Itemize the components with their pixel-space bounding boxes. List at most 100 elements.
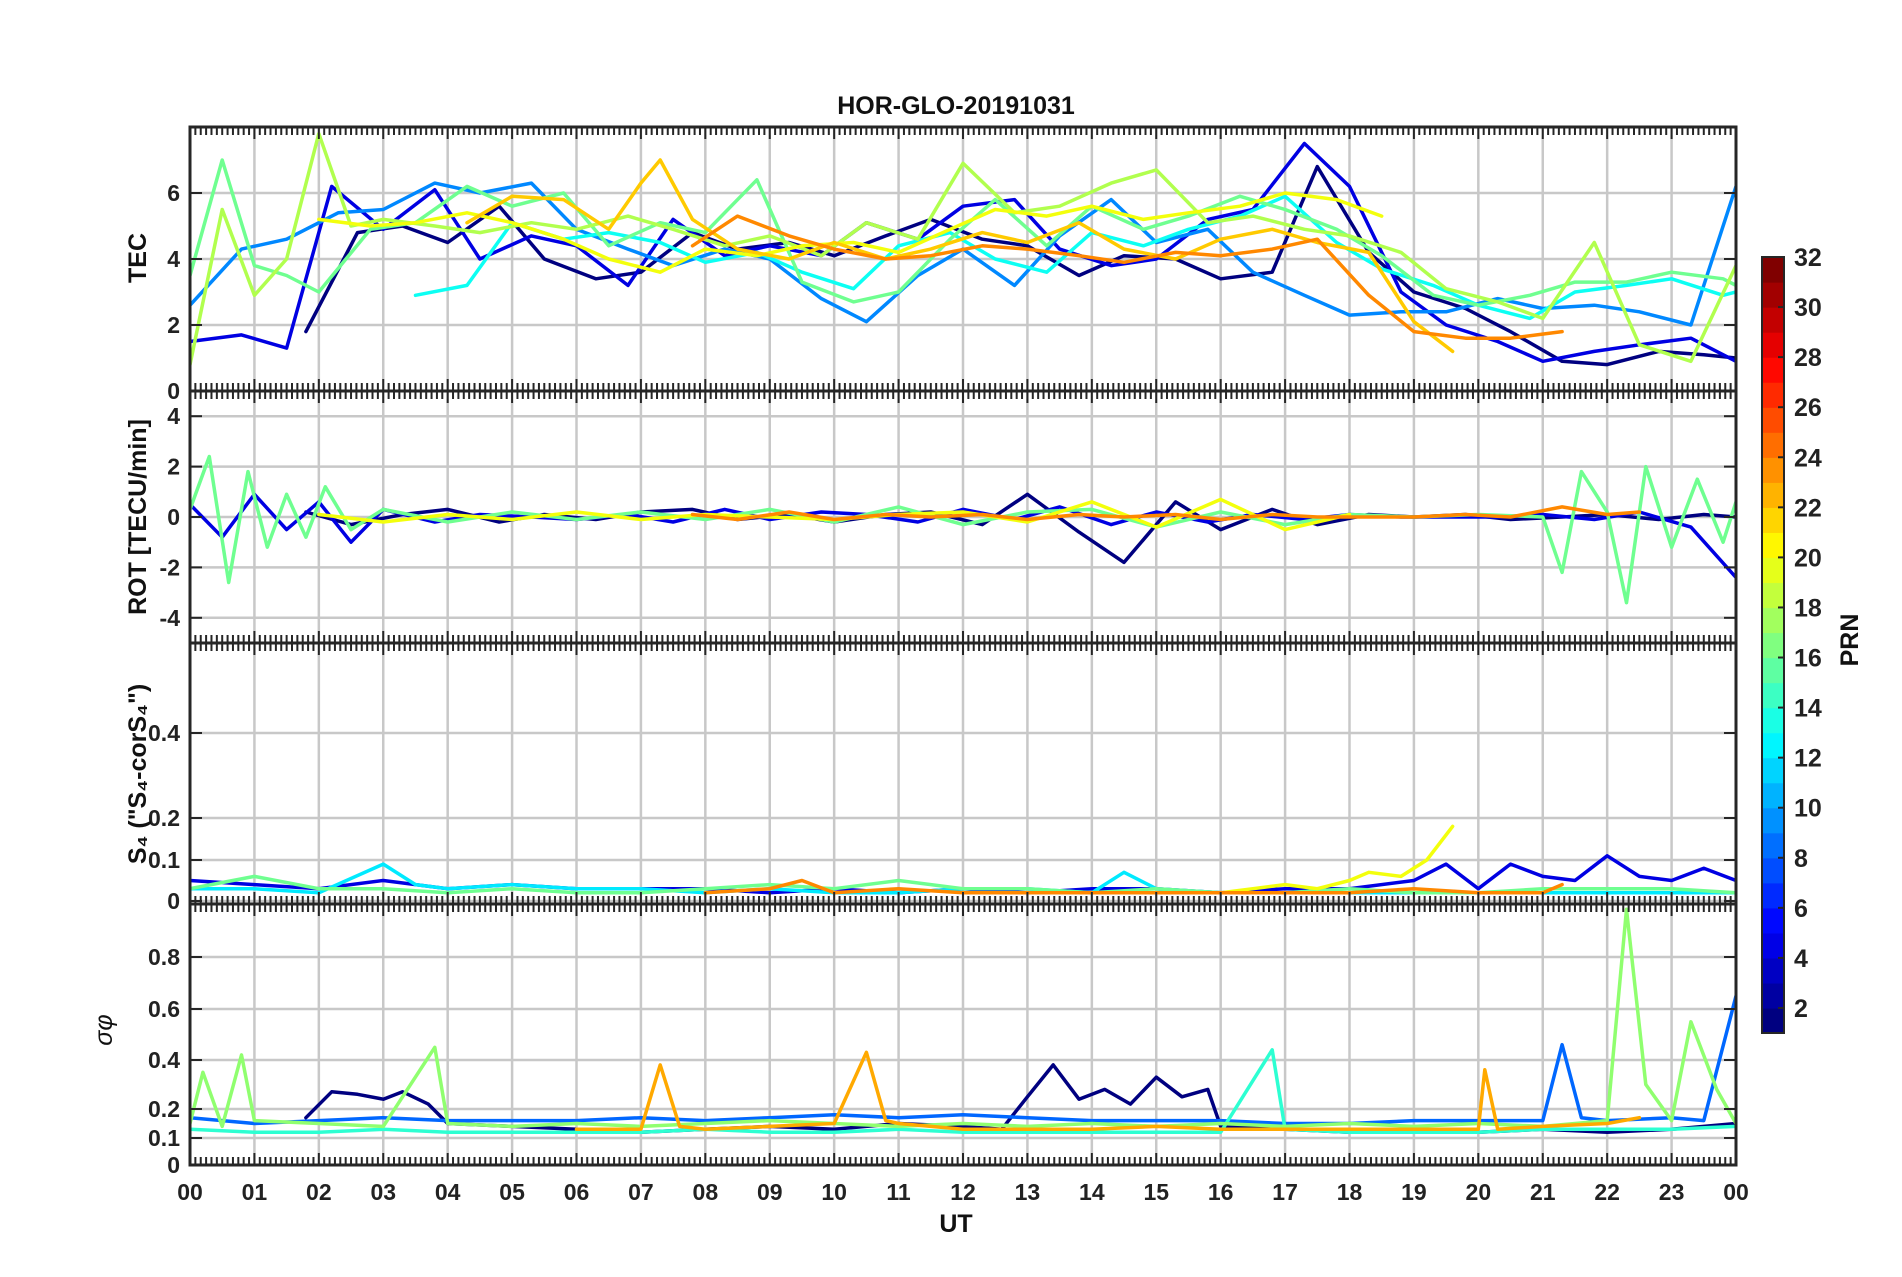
- colorbar-cell: [1762, 482, 1784, 508]
- x-tick-label: 19: [1401, 1179, 1427, 1205]
- y-tick-label: 0: [167, 504, 180, 530]
- colorbar-cell: [1762, 907, 1784, 934]
- y-axis-label: ROT [TECU/min]: [124, 419, 152, 615]
- colorbar-cell: [1762, 507, 1784, 533]
- colorbar-tick-label: 26: [1794, 394, 1822, 422]
- series-line-prn-22: [465, 158, 1455, 354]
- series-group: [190, 907, 1736, 1134]
- colorbar-cell: [1762, 857, 1784, 884]
- colorbar-cell: [1762, 782, 1784, 809]
- colorbar-cell: [1762, 957, 1784, 984]
- colorbar-tick-label: 6: [1794, 895, 1808, 923]
- x-tick-label: 16: [1208, 1179, 1234, 1205]
- series-line-prn-1: [304, 164, 1736, 367]
- colorbar-cell: [1762, 882, 1784, 909]
- y-tick-label: 4: [167, 403, 180, 429]
- y-tick-label: 0.8: [148, 944, 180, 970]
- colorbar-cell: [1762, 257, 1784, 283]
- x-tick-label: 01: [242, 1179, 268, 1205]
- colorbar-cell: [1762, 457, 1784, 483]
- colorbar-cell: [1762, 932, 1784, 959]
- y-tick-label: 0: [167, 1152, 180, 1178]
- colorbar-tick-label: 12: [1794, 745, 1822, 773]
- x-tick-label: 11: [886, 1179, 911, 1205]
- colorbar-cell: [1762, 757, 1784, 784]
- colorbar-tick-label: 14: [1794, 695, 1822, 723]
- series-line-prn-20: [1154, 824, 1455, 895]
- colorbar-cell: [1762, 357, 1784, 383]
- x-tick-label: 12: [950, 1179, 976, 1205]
- colorbar-cell: [1762, 682, 1784, 709]
- y-tick-label: 0.1: [148, 847, 180, 873]
- x-tick-label: 08: [693, 1179, 719, 1205]
- colorbar-label: PRN: [1836, 614, 1864, 667]
- series-line-prn-24: [690, 214, 1564, 340]
- y-axis-label: σφ: [90, 1014, 118, 1045]
- colorbar-tick-label: 28: [1794, 344, 1822, 372]
- y-tick-label: 0.2: [148, 805, 180, 831]
- colorbar-tick-label: 18: [1794, 594, 1822, 622]
- series-line-prn-16: [190, 454, 1736, 605]
- series-line-prn-8: [190, 994, 1736, 1126]
- x-tick-label: 02: [306, 1179, 332, 1205]
- y-axis-label: TEC: [124, 233, 152, 283]
- y-tick-label: 2: [167, 312, 180, 338]
- x-tick-label: 05: [499, 1179, 525, 1205]
- series-group: [190, 454, 1736, 605]
- x-tick-label: 07: [628, 1179, 654, 1205]
- x-tick-label: 13: [1015, 1179, 1041, 1205]
- y-tick-label: 6: [167, 180, 180, 206]
- colorbar-cell: [1762, 657, 1784, 684]
- panel-sigma-phi: 00.1 0.2 0.4 0.6 0.8 σφ 00 01 02 03 04 05 06 07 08 09 10…: [90, 902, 1749, 1205]
- colorbar-cell: [1762, 607, 1784, 634]
- colorbar-tick-label: 16: [1794, 645, 1822, 673]
- x-tick-label: 09: [757, 1179, 783, 1205]
- series-line-prn-18: [190, 131, 1736, 367]
- colorbar-tick-label: 8: [1794, 845, 1808, 873]
- y-tick-label: 4: [167, 246, 180, 272]
- series-line-prn-4: [190, 141, 1736, 364]
- colorbar-tick-label: 4: [1794, 945, 1808, 973]
- x-tick-label: 00: [177, 1179, 203, 1205]
- colorbar-cell: [1762, 432, 1784, 458]
- x-tick-label: 23: [1659, 1179, 1685, 1205]
- panel-rot: -4 -2 0 2 4 ROT [TECU/min]: [124, 389, 1738, 645]
- colorbar-frame: [1761, 256, 1785, 1034]
- y-tick-label: 0: [167, 378, 180, 404]
- colorbar-tick-label: 24: [1794, 444, 1822, 472]
- x-tick-label: 00: [1723, 1179, 1749, 1205]
- colorbar-tick-label: 10: [1794, 795, 1822, 823]
- colorbar-cell: [1762, 982, 1784, 1009]
- colorbar-tick-label: 32: [1794, 244, 1822, 272]
- y-tick-label: 0.6: [148, 996, 180, 1022]
- colorbar-cell: [1762, 732, 1784, 759]
- colorbar-cell: [1762, 707, 1784, 734]
- y-tick-label: 0.4: [148, 1047, 180, 1073]
- x-tick-label: 04: [435, 1179, 461, 1205]
- colorbar-cell: [1762, 557, 1784, 584]
- x-tick-label: 14: [1079, 1179, 1105, 1205]
- y-tick-label: 0.1: [148, 1125, 180, 1151]
- y-tick-label: 0: [167, 888, 180, 914]
- colorbar-cell: [1762, 282, 1784, 308]
- series-line-prn-23: [574, 1050, 1642, 1132]
- colorbar-cell: [1762, 382, 1784, 408]
- panel-s4: 0 0.1 0.2 0.4S₄ ("S₄-corS₄"): [124, 641, 1738, 914]
- colorbar-cell: [1762, 832, 1784, 859]
- colorbar-cell: [1762, 332, 1784, 358]
- colorbar-cell: [1762, 632, 1784, 659]
- x-tick-label: 21: [1530, 1179, 1556, 1205]
- colorbar-cell: [1762, 407, 1784, 433]
- colorbar-cell: [1762, 1007, 1784, 1034]
- series-line-prn-24: [703, 878, 1564, 895]
- x-axis-label: UT: [939, 1210, 972, 1238]
- series-line-prn-24: [690, 505, 1642, 522]
- x-tick-label: 18: [1337, 1179, 1363, 1205]
- y-tick-label: 0.4: [148, 720, 180, 746]
- x-tick-label: 22: [1594, 1179, 1620, 1205]
- y-tick-label: -4: [160, 605, 181, 631]
- x-tick-label: 15: [1143, 1179, 1169, 1205]
